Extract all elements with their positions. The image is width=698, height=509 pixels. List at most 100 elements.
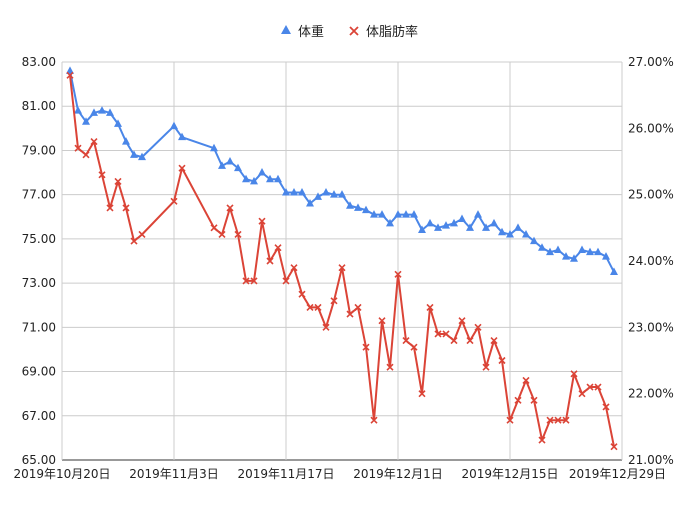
- body-fat-point: [66, 71, 74, 79]
- body-fat-point: [306, 303, 314, 311]
- x-tick-label: 2019年12月15日: [461, 467, 558, 481]
- x-mark-icon: [349, 26, 359, 36]
- weight-point: [98, 106, 106, 114]
- body-fat-point: [514, 396, 522, 404]
- weight-point: [338, 190, 346, 198]
- weight-point: [506, 229, 514, 238]
- y-left-tick-label: 65.00: [22, 453, 56, 467]
- weight-point: [314, 192, 322, 200]
- body-fat-point: [522, 376, 530, 384]
- weight-point: [170, 121, 178, 130]
- body-fat-point: [410, 343, 418, 351]
- legend-item[interactable]: 体脂肪率: [349, 24, 418, 40]
- weight-point: [482, 223, 490, 231]
- body-fat-point: [498, 356, 506, 365]
- triangle-icon: [281, 25, 291, 34]
- body-fat-point: [594, 383, 602, 391]
- y-right-tick-label: 27.00%: [628, 55, 674, 69]
- x-tick-label: 2019年11月3日: [129, 467, 218, 481]
- weight-point: [546, 247, 554, 256]
- body-fat-point: [450, 337, 458, 345]
- body-fat-point: [482, 363, 490, 371]
- y-left-tick-label: 77.00: [22, 188, 56, 202]
- body-fat-point: [106, 204, 114, 212]
- weight-point: [394, 210, 402, 218]
- weight-point: [282, 187, 290, 196]
- body-fat-point: [570, 370, 578, 378]
- body-fat-point: [298, 290, 306, 298]
- body-fat-point: [250, 277, 258, 285]
- body-fat-point: [266, 257, 274, 265]
- body-fat-point: [610, 443, 618, 451]
- weight-point: [250, 176, 258, 185]
- body-fat-point: [282, 277, 290, 285]
- body-fat-point: [274, 244, 282, 252]
- body-fat-point: [346, 310, 354, 318]
- weight-point: [210, 143, 218, 152]
- body-fat-point: [586, 383, 594, 391]
- weight-point: [466, 223, 474, 231]
- weight-point: [274, 174, 282, 183]
- body-fat-point: [578, 390, 586, 398]
- body-fat-point: [122, 204, 130, 212]
- weight-point: [610, 267, 618, 276]
- body-fat-point: [242, 277, 250, 285]
- legend-item[interactable]: 体重: [281, 24, 324, 40]
- weight-point: [426, 218, 434, 227]
- body-fat-point: [210, 224, 218, 232]
- weight-point: [442, 221, 450, 229]
- y-right-tick-label: 26.00%: [628, 121, 674, 135]
- body-fat-point: [114, 177, 122, 185]
- body-fat-point: [466, 337, 474, 345]
- weight-point: [498, 227, 506, 236]
- body-fat-point: [314, 303, 322, 311]
- weight-point: [82, 117, 90, 125]
- legend-label: 体脂肪率: [366, 24, 418, 40]
- weight-point: [306, 199, 314, 207]
- weight-point: [378, 210, 386, 218]
- body-fat-point: [178, 164, 186, 172]
- weight-point: [290, 187, 298, 196]
- y-left-tick-label: 69.00: [22, 365, 56, 379]
- series-layer: [66, 66, 618, 451]
- weight-point: [266, 174, 274, 183]
- body-fat-point: [546, 416, 554, 424]
- weight-point: [218, 161, 226, 169]
- x-tick-label: 2019年11月17日: [237, 467, 334, 481]
- y-right-tick-label: 25.00%: [628, 188, 674, 202]
- weight-point: [122, 137, 130, 145]
- body-fat-point: [82, 151, 90, 159]
- grid-layer: [61, 61, 623, 461]
- legend-label: 体重: [298, 24, 324, 40]
- weight-point: [106, 108, 114, 116]
- body-fat-point: [378, 317, 386, 325]
- y-right-tick-label: 21.00%: [628, 453, 674, 467]
- weight-point: [258, 168, 266, 176]
- weight-point: [346, 201, 354, 209]
- body-fat-point: [562, 416, 570, 424]
- weight-point: [418, 225, 426, 234]
- weight-point: [586, 247, 594, 256]
- body-fat-point: [442, 330, 450, 338]
- body-fat-point: [234, 230, 242, 239]
- body-fat-point: [474, 323, 482, 331]
- series-line-body-fat: [69, 75, 615, 447]
- body-fat-point: [602, 403, 610, 411]
- body-fat-point: [386, 363, 394, 371]
- x-tick-label: 2019年12月1日: [353, 467, 442, 481]
- body-fat-point: [538, 436, 546, 444]
- body-fat-point: [90, 138, 98, 146]
- body-fat-point: [138, 230, 146, 239]
- weight-point: [434, 223, 442, 231]
- weight-point: [66, 66, 74, 74]
- body-fat-point: [74, 144, 82, 152]
- y-left-tick-label: 83.00: [22, 55, 56, 69]
- legend[interactable]: 体重 体脂肪率: [281, 24, 418, 40]
- body-fat-point: [170, 197, 178, 205]
- y-right-tick-label: 22.00%: [628, 387, 674, 401]
- weight-point: [514, 223, 522, 231]
- weight-point: [330, 190, 338, 198]
- weight-point: [458, 214, 466, 222]
